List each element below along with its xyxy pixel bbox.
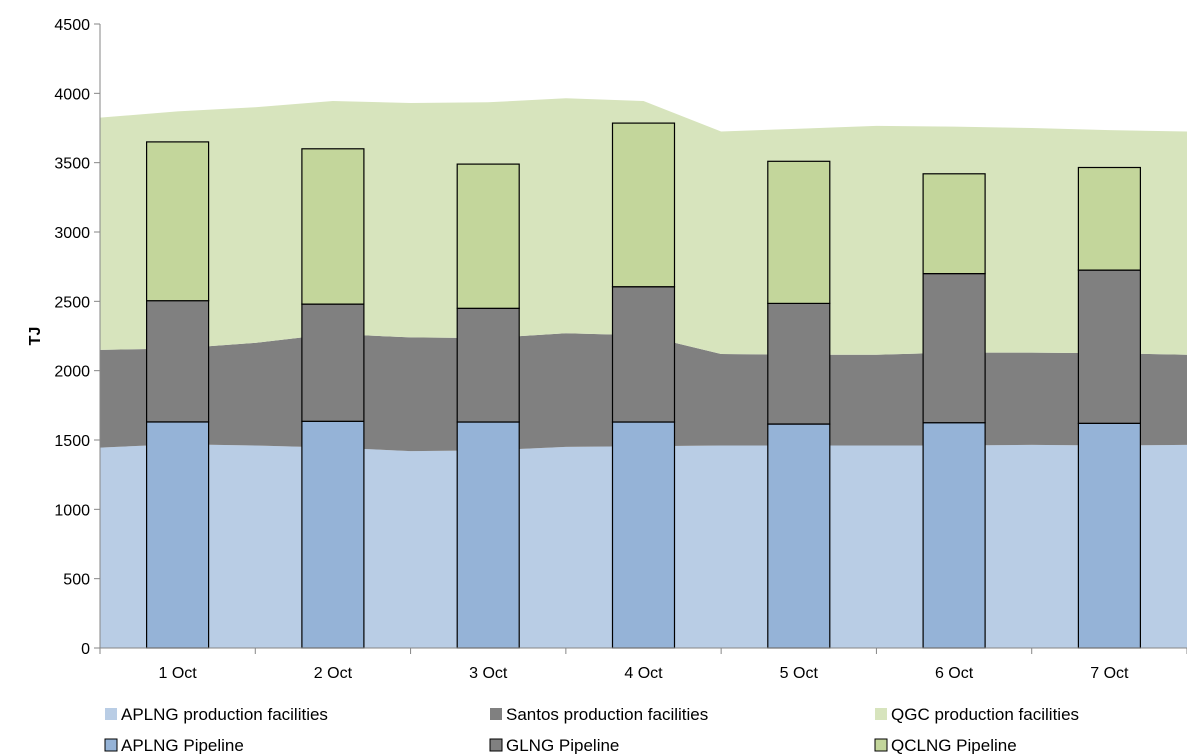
y-tick-label: 2500 (54, 294, 90, 311)
legend-label: Santos production facilities (506, 705, 708, 724)
bar-glng-pipeline-1-oct (146, 300, 210, 423)
x-tick-label: 7 Oct (1090, 665, 1129, 682)
bar-qclng-pipeline-2-oct (301, 148, 365, 305)
bar-layer (146, 122, 1142, 649)
y-axis-title: TJ (27, 327, 44, 346)
bar-qclng-pipeline-3-oct (456, 163, 520, 309)
bar-glng-pipeline-6-oct (922, 273, 986, 424)
bar-glng-pipeline-4-oct (611, 286, 676, 423)
y-tick-label: 1500 (54, 433, 90, 450)
bar-glng-pipeline-2-oct (301, 303, 365, 422)
x-tick-label: 6 Oct (935, 665, 974, 682)
x-tick-label: 2 Oct (314, 665, 353, 682)
bar-glng-pipeline-7-oct (1077, 269, 1142, 424)
legend-swatch (105, 708, 117, 720)
legend-item-qgc-production-facilities: QGC production facilities (875, 705, 1079, 724)
legend-item-glng-pipeline: GLNG Pipeline (489, 736, 619, 754)
bar-aplng-pipeline-7-oct (1077, 422, 1142, 649)
legend-label: APLNG production facilities (121, 705, 328, 724)
bar-qclng-pipeline-1-oct (146, 141, 210, 302)
bar-qclng-pipeline-6-oct (922, 173, 986, 275)
x-tick-label: 3 Oct (469, 665, 508, 682)
y-tick-label: 4000 (54, 86, 90, 103)
legend-label: QCLNG Pipeline (891, 736, 1017, 754)
legend-item-aplng-production-facilities: APLNG production facilities (105, 705, 328, 724)
bar-aplng-pipeline-2-oct (301, 420, 365, 649)
area-layer (100, 98, 1187, 648)
y-tick-label: 0 (81, 641, 90, 658)
legend-label: QGC production facilities (891, 705, 1079, 724)
bar-qclng-pipeline-4-oct (611, 122, 676, 288)
y-tick-label: 2000 (54, 364, 90, 381)
legend-swatch (874, 738, 888, 752)
legend: APLNG production facilities Santos produc… (104, 705, 1079, 754)
legend-label: APLNG Pipeline (121, 736, 244, 754)
y-tick-label: 3000 (54, 225, 90, 242)
y-tick-label: 3500 (54, 156, 90, 173)
y-tick-label: 4500 (54, 17, 90, 34)
legend-item-santos-production-facilities: Santos production facilities (490, 705, 708, 724)
bar-aplng-pipeline-5-oct (767, 423, 831, 649)
bar-aplng-pipeline-4-oct (611, 421, 676, 649)
x-tick-label: 1 Oct (159, 665, 198, 682)
bar-aplng-pipeline-1-oct (146, 421, 210, 649)
legend-swatch (489, 738, 503, 752)
axes-layer: 0 500 1000 1500 2000 2500 3000 3500 4000 4500 1 Oc… (54, 17, 1187, 682)
bar-qclng-pipeline-5-oct (767, 160, 831, 305)
y-tick-label: 1000 (54, 502, 90, 519)
y-tick-label: 500 (63, 572, 90, 589)
bar-aplng-pipeline-6-oct (922, 422, 986, 649)
bar-qclng-pipeline-7-oct (1077, 166, 1142, 271)
legend-swatch (104, 738, 118, 752)
legend-swatch (875, 708, 887, 720)
bar-aplng-pipeline-3-oct (456, 421, 520, 649)
x-tick-label: 5 Oct (780, 665, 819, 682)
legend-swatch (490, 708, 502, 720)
legend-item-aplng-pipeline: APLNG Pipeline (104, 736, 244, 754)
bar-glng-pipeline-5-oct (767, 302, 831, 425)
bar-glng-pipeline-3-oct (456, 307, 520, 423)
legend-item-qclng-pipeline: QCLNG Pipeline (874, 736, 1017, 754)
x-tick-label: 4 Oct (624, 665, 663, 682)
legend-label: GLNG Pipeline (506, 736, 619, 754)
